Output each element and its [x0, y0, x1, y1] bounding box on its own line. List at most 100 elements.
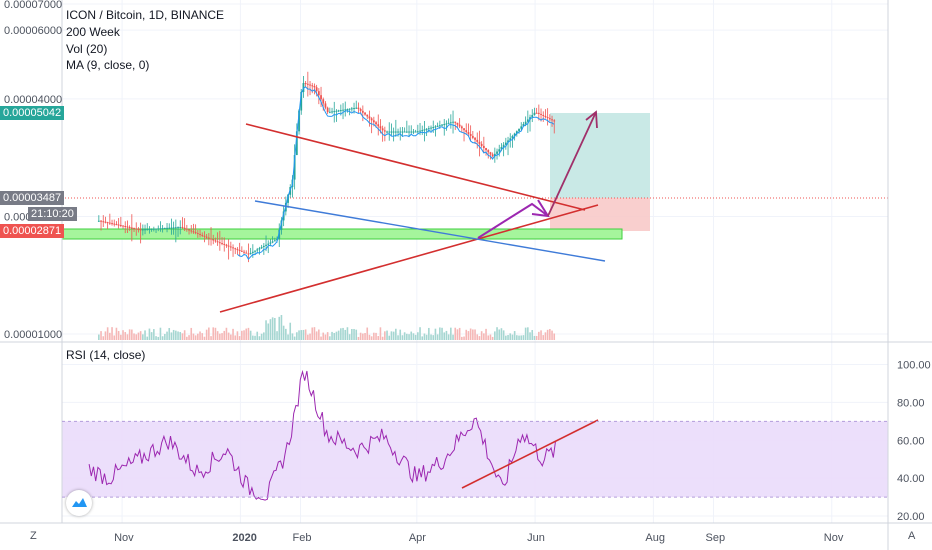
candle-body — [355, 107, 358, 109]
volume-bar — [498, 329, 501, 340]
rsi-trend-red[interactable] — [461, 419, 599, 489]
candle-body — [496, 151, 498, 154]
volume-bar — [430, 334, 432, 340]
time-tick-label: 2020 — [232, 532, 256, 544]
candle-body — [265, 244, 267, 246]
volume-bar — [335, 331, 338, 340]
candle-body — [423, 129, 426, 131]
volume-bar — [505, 335, 507, 340]
candle-body — [278, 229, 281, 240]
candle-body — [260, 247, 263, 249]
auto-scale-button[interactable]: A — [908, 530, 916, 542]
candle-body — [518, 128, 520, 132]
volume-bar — [271, 317, 274, 340]
volume-bar — [210, 336, 212, 340]
candle-body — [350, 108, 353, 110]
volume-bar — [122, 330, 124, 340]
volume-bar — [392, 331, 395, 340]
candle-body — [438, 125, 441, 127]
trend-upper-red[interactable] — [245, 123, 586, 211]
volume-bar — [287, 334, 289, 340]
volume-bar — [436, 334, 439, 340]
candle-body — [227, 245, 230, 247]
candle-body — [381, 128, 384, 131]
volume-bar — [263, 332, 265, 340]
volume-bar — [276, 331, 278, 340]
volume-bar — [157, 336, 160, 340]
candle-body — [399, 131, 402, 133]
volume-bar — [434, 328, 437, 340]
volume-bar — [513, 331, 516, 340]
candle-body — [256, 249, 259, 251]
candle-body — [526, 119, 529, 122]
volume-bar — [109, 332, 111, 340]
candle-body — [414, 131, 417, 133]
volume-bar — [355, 329, 358, 340]
price-tick-label: 0.00006000 — [4, 25, 62, 37]
candle-body — [320, 95, 322, 100]
candle-body — [155, 228, 157, 230]
volume-bar — [313, 327, 316, 340]
volume-bar — [126, 334, 129, 340]
volume-bar — [524, 327, 527, 340]
stop-price-tag: 0.00002871 — [0, 224, 65, 238]
volume-bar — [496, 327, 498, 340]
candle-body — [546, 117, 549, 119]
zoom-mode-button[interactable]: Z — [30, 530, 37, 542]
volume-bar — [463, 336, 465, 340]
volume-bar — [340, 328, 342, 340]
projection-purple[interactable] — [477, 202, 549, 239]
candle-body — [346, 109, 349, 111]
volume-bar — [181, 333, 184, 340]
candle-body — [199, 233, 201, 235]
trend-lower-red[interactable] — [219, 204, 599, 313]
candle-body — [128, 226, 131, 228]
volume-bar — [500, 328, 503, 340]
candle-body — [509, 138, 512, 141]
volume-bar — [197, 333, 199, 340]
price-tick-label: 0.00007000 — [4, 0, 62, 11]
volume-bar — [447, 334, 450, 340]
volume-bar — [183, 330, 186, 340]
candle-body — [436, 125, 439, 127]
candle-body — [108, 222, 111, 224]
volume-bar — [247, 327, 250, 340]
candle-body — [383, 130, 386, 132]
candle-body — [304, 83, 307, 85]
candle-body — [190, 230, 193, 232]
candle-body — [201, 234, 204, 236]
volume-bar — [439, 327, 441, 340]
candle-body — [141, 229, 144, 231]
candle-body — [410, 131, 413, 133]
projection-up-arrow[interactable] — [547, 111, 597, 217]
candle-body — [471, 135, 474, 138]
volume-bar — [487, 335, 490, 340]
candle-body — [342, 109, 344, 111]
tradingview-logo[interactable] — [66, 490, 92, 516]
volume-bar — [254, 335, 256, 340]
volume-bar — [216, 331, 219, 340]
volume-bar — [507, 335, 509, 340]
volume-bar — [395, 328, 397, 340]
volume-bar — [320, 336, 322, 340]
volume-bar — [432, 335, 435, 340]
volume-bar — [326, 332, 329, 340]
volume-bar — [150, 332, 153, 340]
candle-body — [394, 131, 397, 133]
volume-bar — [205, 329, 208, 340]
volume-bar — [142, 334, 144, 340]
candle-body — [487, 150, 490, 153]
volume-bar — [256, 331, 259, 340]
candle-body — [159, 228, 162, 230]
candle-body — [513, 133, 516, 137]
candle-body — [537, 112, 540, 114]
volume-bar — [113, 335, 116, 340]
candle-body — [111, 223, 113, 225]
time-axis: Nov 2020 Feb Apr Jun Aug Sep Nov — [114, 532, 844, 544]
candle-body — [161, 228, 164, 230]
candle-body — [238, 249, 241, 251]
trend-lower-blue[interactable] — [254, 200, 606, 262]
candle-body — [460, 126, 463, 129]
volume-bar — [489, 334, 492, 340]
